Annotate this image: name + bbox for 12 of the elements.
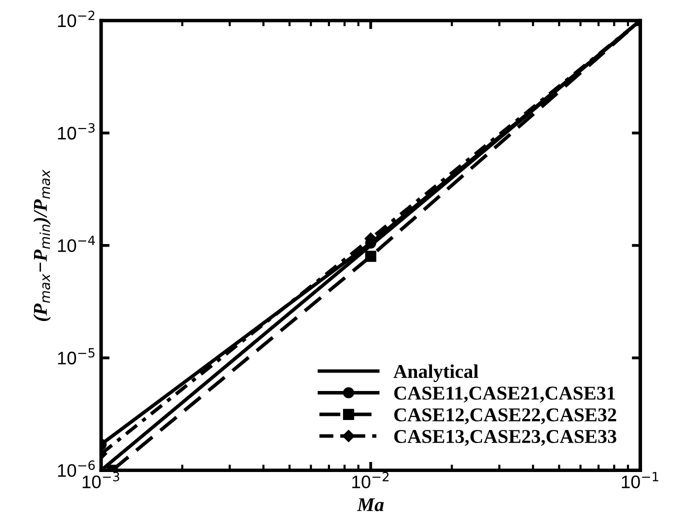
legend-label: CASE11,CASE21,CASE31 [394, 386, 615, 403]
x-tick-label: 10$^{−2}$ [352, 472, 389, 488]
x-axis-title: Ma [356, 498, 384, 512]
y-axis-title: (P$_{max}$−P$_{min}$)/P$_{max}$ [33, 169, 51, 321]
y-tick-label: 10$^{−4}$ [58, 236, 95, 252]
y-tick-label: 10$^{−2}$ [58, 10, 94, 28]
x-tick-label: 10$^{−1}$ [622, 472, 658, 488]
legend-label: Analytical [394, 364, 478, 382]
y-tick-label: 10$^{−3}$ [58, 123, 95, 140]
legend-label: CASE12,CASE22,CASE32 [394, 408, 616, 424]
y-tick-label: 10$^{−5}$ [58, 348, 94, 364]
legend-label: CASE13,CASE23,CASE33 [394, 430, 616, 446]
